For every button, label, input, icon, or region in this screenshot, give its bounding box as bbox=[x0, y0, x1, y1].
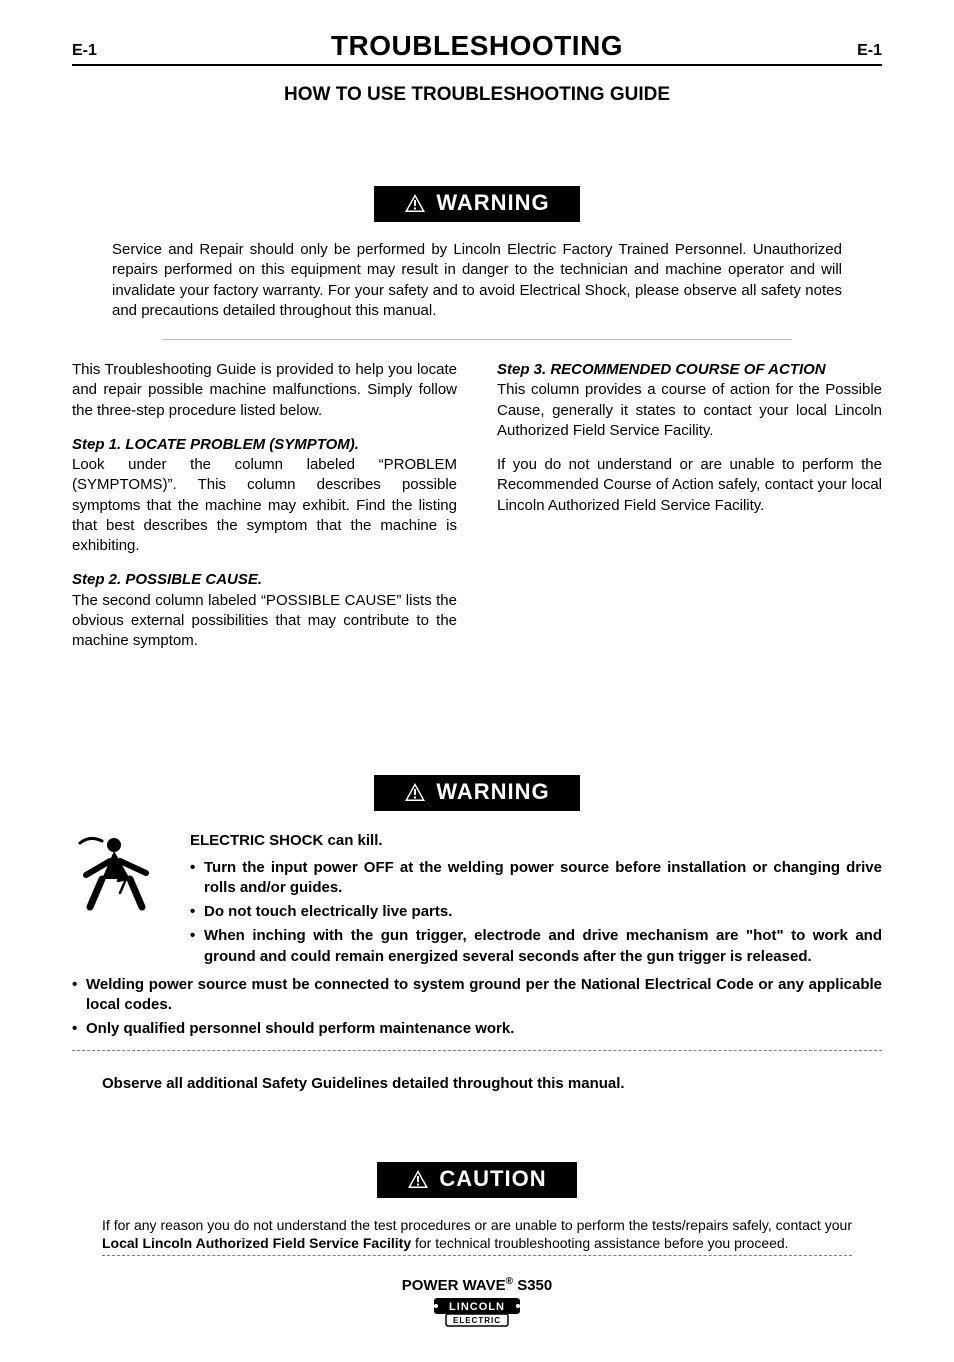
step1: Step 1. LOCATE PROBLEM (SYMPTOM). Look u… bbox=[72, 435, 457, 557]
caution-paragraph: If for any reason you do not understand … bbox=[102, 1216, 852, 1254]
step1-body: Look under the column labeled “PROBLEM (… bbox=[72, 456, 457, 554]
warning-box: WARNING bbox=[374, 186, 579, 222]
page-code-right: E-1 bbox=[857, 42, 882, 60]
divider-thin bbox=[162, 339, 792, 340]
caution-banner: CAUTION bbox=[72, 1162, 882, 1198]
registered-mark: ® bbox=[506, 1276, 513, 1287]
caution-text-bold: Local Lincoln Authorized Field Service F… bbox=[102, 1235, 411, 1251]
caution-text-post: for technical troubleshooting assistance… bbox=[411, 1235, 788, 1251]
electric-shock-icon bbox=[72, 831, 172, 971]
warning-label: WARNING bbox=[436, 190, 549, 216]
divider-dashed bbox=[102, 1255, 852, 1256]
page-code-left: E-1 bbox=[72, 42, 97, 60]
warning-box: WARNING bbox=[374, 775, 579, 811]
step2: Step 2. POSSIBLE CAUSE. The second colum… bbox=[72, 570, 457, 651]
warning-triangle-icon bbox=[404, 782, 426, 802]
shock-bullets-outer: Welding power source must be connected t… bbox=[72, 975, 882, 1040]
right-column: Step 3. RECOMMENDED COURSE OF ACTION Thi… bbox=[497, 360, 882, 665]
step3-note: If you do not understand or are unable t… bbox=[497, 455, 882, 516]
page-header: E-1 TROUBLESHOOTING E-1 bbox=[72, 30, 882, 66]
svg-text:LINCOLN: LINCOLN bbox=[449, 1301, 505, 1313]
step3: Step 3. RECOMMENDED COURSE OF ACTION Thi… bbox=[497, 360, 882, 441]
electric-shock-block: ELECTRIC SHOCK can kill. Turn the input … bbox=[72, 831, 882, 1039]
step3-body: This column provides a course of action … bbox=[497, 381, 882, 439]
page-subtitle: HOW TO USE TROUBLESHOOTING GUIDE bbox=[72, 84, 882, 106]
warning-label: WARNING bbox=[436, 779, 549, 805]
left-column: This Troubleshooting Guide is provided t… bbox=[72, 360, 457, 665]
observe-guidelines: Observe all additional Safety Guidelines… bbox=[102, 1075, 852, 1092]
footer-brand: POWER WAVE® S350 LINCOLN ELECTRIC bbox=[72, 1276, 882, 1332]
list-item: Only qualified personnel should perform … bbox=[72, 1019, 882, 1039]
warning-service-paragraph: Service and Repair should only be perfor… bbox=[112, 240, 842, 321]
warning-banner-2: WARNING bbox=[72, 775, 882, 811]
product-name-pre: POWER WAVE bbox=[402, 1277, 506, 1294]
lincoln-electric-logo: LINCOLN ELECTRIC bbox=[432, 1296, 522, 1332]
shock-bullets-inner: Turn the input power OFF at the welding … bbox=[190, 858, 882, 967]
svg-text:ELECTRIC: ELECTRIC bbox=[453, 1316, 501, 1325]
list-item: When inching with the gun trigger, elect… bbox=[190, 926, 882, 967]
intro-paragraph: This Troubleshooting Guide is provided t… bbox=[72, 360, 457, 421]
step1-head: Step 1. LOCATE PROBLEM (SYMPTOM). bbox=[72, 436, 359, 453]
shock-heading: ELECTRIC SHOCK can kill. bbox=[190, 831, 882, 851]
warning-triangle-icon bbox=[404, 193, 426, 213]
warning-triangle-icon bbox=[407, 1169, 429, 1189]
step2-body: The second column labeled “POSSIBLE CAUS… bbox=[72, 592, 457, 650]
caution-box: CAUTION bbox=[377, 1162, 576, 1198]
product-name-post: S350 bbox=[513, 1277, 552, 1294]
caution-text-pre: If for any reason you do not understand … bbox=[102, 1217, 852, 1233]
steps-columns: This Troubleshooting Guide is provided t… bbox=[72, 360, 882, 665]
warning-banner-1: WARNING bbox=[72, 186, 882, 222]
list-item: Welding power source must be connected t… bbox=[72, 975, 882, 1016]
page-title: TROUBLESHOOTING bbox=[331, 30, 623, 62]
divider-dashed bbox=[72, 1050, 882, 1051]
step3-head: Step 3. RECOMMENDED COURSE OF ACTION bbox=[497, 361, 826, 378]
step2-head: Step 2. POSSIBLE CAUSE. bbox=[72, 571, 262, 588]
list-item: Turn the input power OFF at the welding … bbox=[190, 858, 882, 899]
caution-label: CAUTION bbox=[439, 1166, 546, 1192]
list-item: Do not touch electrically live parts. bbox=[190, 902, 882, 922]
